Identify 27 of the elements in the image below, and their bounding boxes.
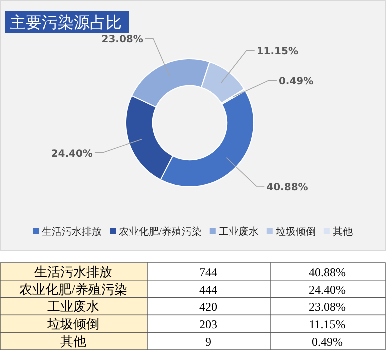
data-label: 24.40% [51,148,93,160]
data-label: 23.08% [102,34,144,46]
legend-label: 其他 [332,226,353,238]
text: 23.08% [309,300,346,314]
category-label: 农业化肥/养殖污染 [20,282,128,297]
text: 11.15% [309,318,346,332]
text: 203 [200,318,218,332]
data-label: 40.88% [266,182,308,194]
title: 主要污染源占比 [5,11,129,33]
text: 420 [200,300,218,314]
legend-label: 农业化肥/养殖污染 [119,226,202,238]
text: 444 [200,282,218,297]
text: 744 [200,265,218,280]
legend-label: 生活污水排放 [42,226,102,238]
data-label: 11.15% [256,46,299,58]
text: 0.49% [312,335,343,349]
legend-label: 垃圾倾倒 [274,226,316,238]
data-label: 0.49% [278,76,314,88]
text: 40.88% [309,265,346,280]
category-label: 生活污水排放 [34,264,112,280]
category-label: 工业废水 [48,299,100,314]
chart-title: 主要污染源占比 [10,14,122,32]
legend-label: 工业废水 [218,226,259,238]
category-label: 其他 [60,334,86,349]
category-label: 垃圾倾倒 [48,316,100,332]
text: 9 [206,335,212,349]
text: 24.40% [309,282,346,297]
